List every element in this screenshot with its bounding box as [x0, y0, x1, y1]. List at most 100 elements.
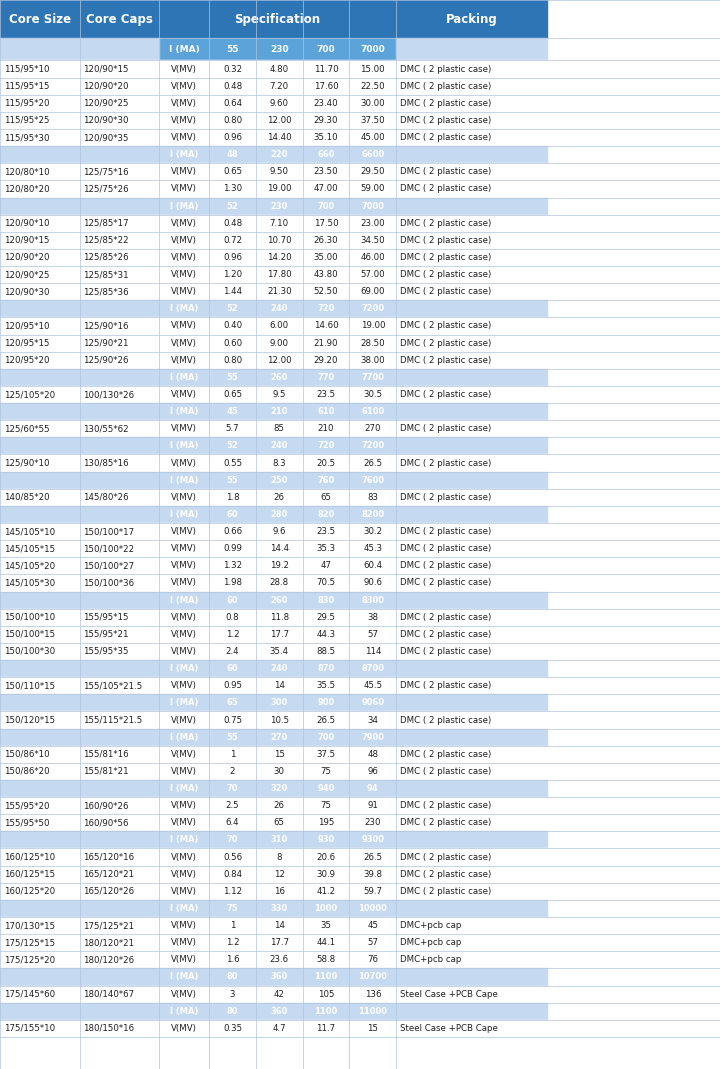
- Bar: [256, 712, 302, 729]
- Bar: [256, 986, 302, 1003]
- Text: 1.44: 1.44: [223, 288, 242, 296]
- Text: V(MV): V(MV): [171, 853, 197, 862]
- Text: 11.70: 11.70: [314, 64, 338, 74]
- Text: DMC ( 2 plastic case): DMC ( 2 plastic case): [400, 236, 491, 245]
- Bar: [158, 883, 209, 900]
- Bar: [1, 969, 79, 986]
- Bar: [396, 934, 547, 951]
- Text: Packing: Packing: [446, 13, 498, 26]
- Text: 58.8: 58.8: [317, 956, 336, 964]
- Bar: [256, 78, 302, 95]
- Bar: [349, 866, 396, 883]
- Text: 2.5: 2.5: [225, 801, 239, 810]
- Bar: [79, 386, 158, 403]
- Text: 7000: 7000: [361, 202, 384, 211]
- Bar: [302, 797, 349, 815]
- Bar: [302, 608, 349, 625]
- Text: 23.50: 23.50: [314, 168, 338, 176]
- Text: 21.90: 21.90: [314, 339, 338, 347]
- Bar: [209, 181, 256, 198]
- Text: 26.5: 26.5: [317, 715, 336, 725]
- Text: 720: 720: [318, 305, 335, 313]
- Text: 175/145*60: 175/145*60: [4, 990, 55, 998]
- Text: V(MV): V(MV): [171, 98, 197, 108]
- Text: 0.60: 0.60: [223, 339, 242, 347]
- Bar: [1, 591, 79, 608]
- Bar: [1, 1003, 79, 1020]
- Bar: [158, 797, 209, 815]
- Text: 7.10: 7.10: [270, 219, 289, 228]
- Bar: [158, 832, 209, 849]
- Text: 830: 830: [318, 595, 335, 605]
- Bar: [349, 729, 396, 746]
- Bar: [302, 61, 349, 78]
- Text: 80: 80: [227, 973, 238, 981]
- Bar: [1, 849, 79, 866]
- Text: V(MV): V(MV): [171, 390, 197, 399]
- Bar: [396, 283, 547, 300]
- Bar: [396, 386, 547, 403]
- Text: Steel Case +PCB Cape: Steel Case +PCB Cape: [400, 990, 498, 998]
- Text: 1.2: 1.2: [225, 630, 239, 639]
- Bar: [349, 471, 396, 489]
- Bar: [158, 454, 209, 471]
- Bar: [256, 454, 302, 471]
- Text: DMC ( 2 plastic case): DMC ( 2 plastic case): [400, 818, 491, 827]
- Bar: [1, 557, 79, 574]
- Bar: [256, 540, 302, 557]
- Text: 120/80*10: 120/80*10: [4, 168, 50, 176]
- Bar: [79, 780, 158, 797]
- Bar: [302, 335, 349, 352]
- Bar: [209, 608, 256, 625]
- Text: 8: 8: [276, 853, 282, 862]
- Text: 0.95: 0.95: [223, 681, 242, 691]
- Bar: [209, 574, 256, 591]
- Bar: [79, 969, 158, 986]
- Text: 65: 65: [274, 818, 284, 827]
- Text: V(MV): V(MV): [171, 749, 197, 759]
- Text: 5.7: 5.7: [225, 424, 239, 433]
- Bar: [158, 660, 209, 677]
- Text: V(MV): V(MV): [171, 527, 197, 536]
- Bar: [79, 608, 158, 625]
- Bar: [256, 797, 302, 815]
- Bar: [209, 797, 256, 815]
- Text: 165/120*26: 165/120*26: [83, 887, 134, 896]
- Bar: [1, 625, 79, 642]
- Bar: [349, 369, 396, 386]
- Bar: [256, 232, 302, 249]
- Text: 48: 48: [367, 749, 378, 759]
- Text: 0.75: 0.75: [223, 715, 242, 725]
- Bar: [158, 506, 209, 523]
- Bar: [302, 763, 349, 780]
- Bar: [1, 694, 79, 712]
- Bar: [79, 420, 158, 437]
- Bar: [396, 660, 547, 677]
- Bar: [158, 694, 209, 712]
- Bar: [1, 471, 79, 489]
- Bar: [209, 917, 256, 934]
- Text: V(MV): V(MV): [171, 339, 197, 347]
- Bar: [79, 951, 158, 969]
- Bar: [158, 969, 209, 986]
- Bar: [396, 335, 547, 352]
- Text: 160/90*56: 160/90*56: [83, 818, 129, 827]
- Text: DMC ( 2 plastic case): DMC ( 2 plastic case): [400, 390, 491, 399]
- Bar: [396, 95, 547, 112]
- Text: I (MA): I (MA): [170, 1007, 198, 1016]
- Text: 165/120*21: 165/120*21: [83, 870, 134, 879]
- Bar: [396, 181, 547, 198]
- Bar: [209, 1003, 256, 1020]
- Bar: [256, 969, 302, 986]
- Bar: [256, 694, 302, 712]
- Bar: [349, 591, 396, 608]
- Bar: [302, 300, 349, 317]
- Text: 155/115*21.5: 155/115*21.5: [83, 715, 143, 725]
- Bar: [396, 420, 547, 437]
- Text: 12: 12: [274, 870, 284, 879]
- Text: 760: 760: [318, 476, 335, 484]
- Bar: [349, 300, 396, 317]
- Bar: [158, 471, 209, 489]
- Text: 115/95*10: 115/95*10: [4, 64, 50, 74]
- Bar: [302, 729, 349, 746]
